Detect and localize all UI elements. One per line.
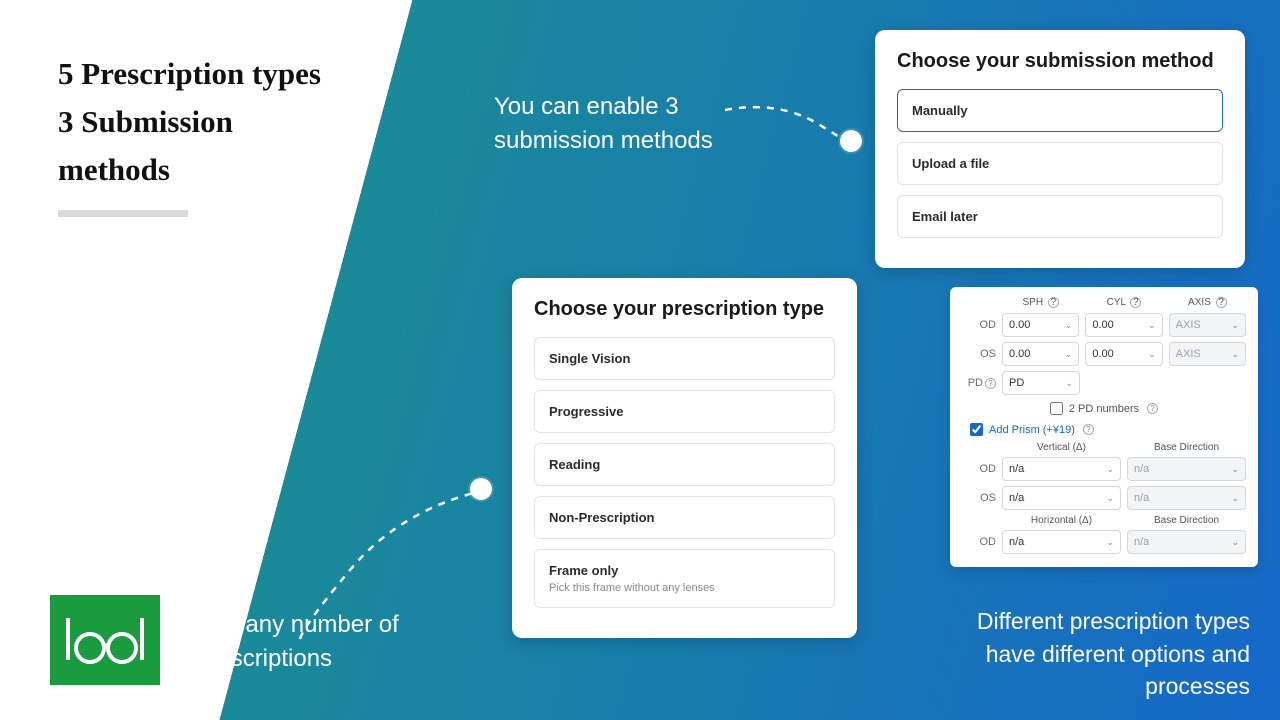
rx-row-label: OS bbox=[962, 348, 996, 360]
prescription-type-card: Choose your prescription type Single Vis… bbox=[512, 278, 857, 638]
chevron-down-icon: ⌄ bbox=[1106, 493, 1114, 504]
callout-prescriptions: Add any number of prescriptions bbox=[196, 608, 436, 675]
chevron-down-icon: ⌄ bbox=[1148, 320, 1156, 331]
headline: 5 Prescription types 3 Submission method… bbox=[58, 50, 388, 217]
headline-text: 5 Prescription types 3 Submission method… bbox=[58, 50, 388, 194]
rx-type-option[interactable]: Frame onlyPick this frame without any le… bbox=[534, 549, 835, 608]
rx-value-select[interactable]: AXIS⌄ bbox=[1169, 342, 1246, 366]
col-sph: SPH ? bbox=[1002, 297, 1079, 308]
add-prism-label: Add Prism (+¥19) bbox=[989, 424, 1075, 436]
two-pd-checkbox[interactable] bbox=[1050, 402, 1063, 415]
two-pd-label: 2 PD numbers bbox=[1069, 403, 1139, 415]
pd-row: PD? PD⌄ bbox=[962, 371, 1246, 395]
rx-type-option[interactable]: Progressive bbox=[534, 390, 835, 433]
rx-value-select[interactable]: 0.00⌄ bbox=[1085, 313, 1162, 337]
rx-row-label: OD bbox=[962, 536, 996, 548]
rx-value-select[interactable]: n/a⌄ bbox=[1002, 486, 1121, 510]
callout-submission: You can enable 3 submission methods bbox=[494, 90, 754, 157]
help-icon[interactable]: ? bbox=[985, 378, 996, 389]
rx-row: OS 0.00⌄0.00⌄ AXIS⌄ bbox=[962, 342, 1246, 366]
rx-type-option[interactable]: Reading bbox=[534, 443, 835, 486]
chevron-down-icon: ⌄ bbox=[1065, 320, 1073, 331]
rx-value-select[interactable]: 0.00⌄ bbox=[1085, 342, 1162, 366]
add-prism-checkbox[interactable] bbox=[970, 423, 983, 436]
rx-row: OD n/a⌄n/a⌄ bbox=[962, 457, 1246, 481]
chevron-down-icon: ⌄ bbox=[1065, 349, 1073, 360]
horizontal-prism-header: Horizontal (Δ) Base Direction bbox=[962, 515, 1246, 526]
rx-row-label: OD bbox=[962, 463, 996, 475]
callout-options: Different prescription types have differ… bbox=[940, 605, 1250, 702]
connector-dot bbox=[470, 478, 492, 500]
help-icon[interactable]: ? bbox=[1048, 297, 1059, 308]
rx-value-select[interactable]: n/a⌄ bbox=[1127, 530, 1246, 554]
rx-row: OS n/a⌄n/a⌄ bbox=[962, 486, 1246, 510]
submission-card-title: Choose your submission method bbox=[897, 50, 1223, 73]
rx-row-label: OS bbox=[962, 492, 996, 504]
submission-option[interactable]: Email later bbox=[897, 195, 1223, 238]
rx-value-select[interactable]: n/a⌄ bbox=[1002, 457, 1121, 481]
vertical-prism-header: Vertical (Δ) Base Direction bbox=[962, 442, 1246, 453]
chevron-down-icon: ⌄ bbox=[1231, 464, 1239, 475]
help-icon[interactable]: ? bbox=[1083, 424, 1094, 435]
rx-value-select[interactable]: 0.00⌄ bbox=[1002, 313, 1079, 337]
submission-option[interactable]: Upload a file bbox=[897, 142, 1223, 185]
col-cyl: CYL ? bbox=[1085, 297, 1162, 308]
pd-label: PD? bbox=[962, 377, 996, 389]
chevron-down-icon: ⌄ bbox=[1106, 537, 1114, 548]
headline-underline bbox=[58, 210, 188, 217]
rx-value-select[interactable]: n/a⌄ bbox=[1127, 486, 1246, 510]
rx-column-headers: SPH ? CYL ? AXIS ? bbox=[962, 297, 1246, 308]
rx-value-select[interactable]: n/a⌄ bbox=[1002, 530, 1121, 554]
rx-type-option[interactable]: Single Vision bbox=[534, 337, 835, 380]
submission-option[interactable]: Manually bbox=[897, 89, 1223, 132]
two-pd-row[interactable]: 2 PD numbers ? bbox=[962, 402, 1246, 415]
chevron-down-icon: ⌄ bbox=[1231, 349, 1239, 360]
add-prism-row[interactable]: Add Prism (+¥19) ? bbox=[962, 423, 1246, 436]
help-icon[interactable]: ? bbox=[1147, 403, 1158, 414]
glasses-icon bbox=[60, 610, 150, 670]
chevron-down-icon: ⌄ bbox=[1065, 378, 1073, 389]
rx-row: OD 0.00⌄0.00⌄ AXIS⌄ bbox=[962, 313, 1246, 337]
chevron-down-icon: ⌄ bbox=[1106, 464, 1114, 475]
prescription-form: SPH ? CYL ? AXIS ? OD0.00⌄0.00⌄AXIS⌄OS0.… bbox=[950, 287, 1258, 567]
rx-value-select[interactable]: n/a⌄ bbox=[1127, 457, 1246, 481]
submission-method-card: Choose your submission method Manually Up… bbox=[875, 30, 1245, 268]
rx-type-option[interactable]: Non-Prescription bbox=[534, 496, 835, 539]
help-icon[interactable]: ? bbox=[1130, 297, 1141, 308]
rx-type-option-sub: Pick this frame without any lenses bbox=[549, 582, 820, 594]
chevron-down-icon: ⌄ bbox=[1231, 493, 1239, 504]
col-axis: AXIS ? bbox=[1169, 297, 1246, 308]
rx-value-select[interactable]: 0.00⌄ bbox=[1002, 342, 1079, 366]
chevron-down-icon: ⌄ bbox=[1231, 320, 1239, 331]
pd-select[interactable]: PD⌄ bbox=[1002, 371, 1080, 395]
connector-dot bbox=[840, 130, 862, 152]
rx-row: OD n/a⌄n/a⌄ bbox=[962, 530, 1246, 554]
rx-card-title: Choose your prescription type bbox=[534, 298, 835, 321]
brand-logo bbox=[50, 595, 160, 685]
chevron-down-icon: ⌄ bbox=[1231, 537, 1239, 548]
rx-value-select[interactable]: AXIS⌄ bbox=[1169, 313, 1246, 337]
chevron-down-icon: ⌄ bbox=[1148, 349, 1156, 360]
rx-row-label: OD bbox=[962, 319, 996, 331]
help-icon[interactable]: ? bbox=[1216, 297, 1227, 308]
